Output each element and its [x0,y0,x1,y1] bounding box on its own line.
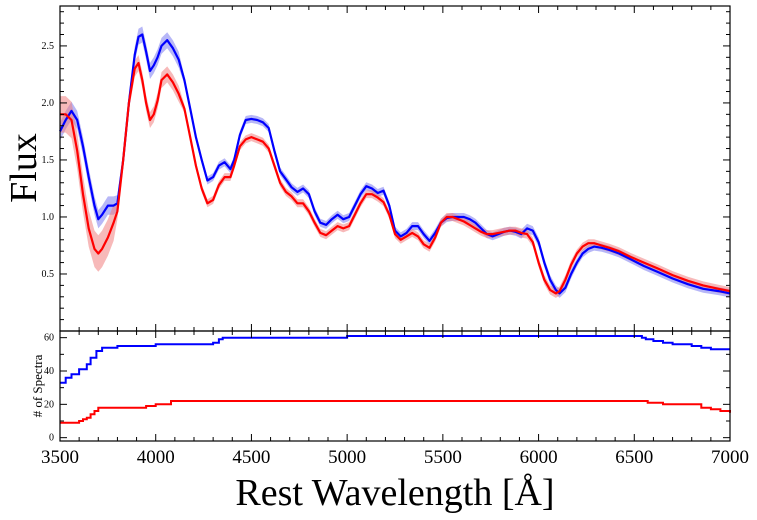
bottom-series-lines [60,335,731,424]
x-tick-label: 3500 [41,447,79,468]
x-tick-label: 6500 [615,447,653,468]
x-axis-label: Rest Wavelength [Å] [235,472,554,514]
bottom-y-axis-label: # of Spectra [30,354,45,417]
bottom-y-tick-label: 0 [49,433,54,444]
tick-labels: 3500 4000 4500 5000 5500 6000 6500 7000 0.5 1.0 1.… [41,41,749,468]
x-tick-label: 6000 [520,447,558,468]
bottom-panel-frame [59,330,731,442]
top-y-tick-label: 0.5 [42,269,55,280]
count-line-0 [60,335,730,384]
x-tick-label: 7000 [711,447,749,468]
x-tick-label: 5000 [328,447,366,468]
bottom-y-tick-label: 20 [44,399,54,410]
top-y-tick-label: 2.0 [42,98,55,109]
flux-line-1 [60,61,731,295]
top-y-tick-label: 1.0 [42,212,55,223]
top-y-tick-label: 2.5 [42,41,55,52]
count-line-1 [60,400,731,424]
x-tick-label: 5500 [424,447,462,468]
flux-line-0 [59,33,731,295]
top-series-lines [59,33,731,295]
top-y-axis-label: Flux [3,133,45,203]
bottom-y-tick-label: 40 [44,366,54,377]
bottom-y-tick-label: 60 [44,333,54,344]
x-tick-label: 4000 [137,447,175,468]
axis-ticks [59,6,731,441]
top-y-tick-label: 1.5 [42,155,55,166]
x-tick-label: 4500 [232,447,270,468]
